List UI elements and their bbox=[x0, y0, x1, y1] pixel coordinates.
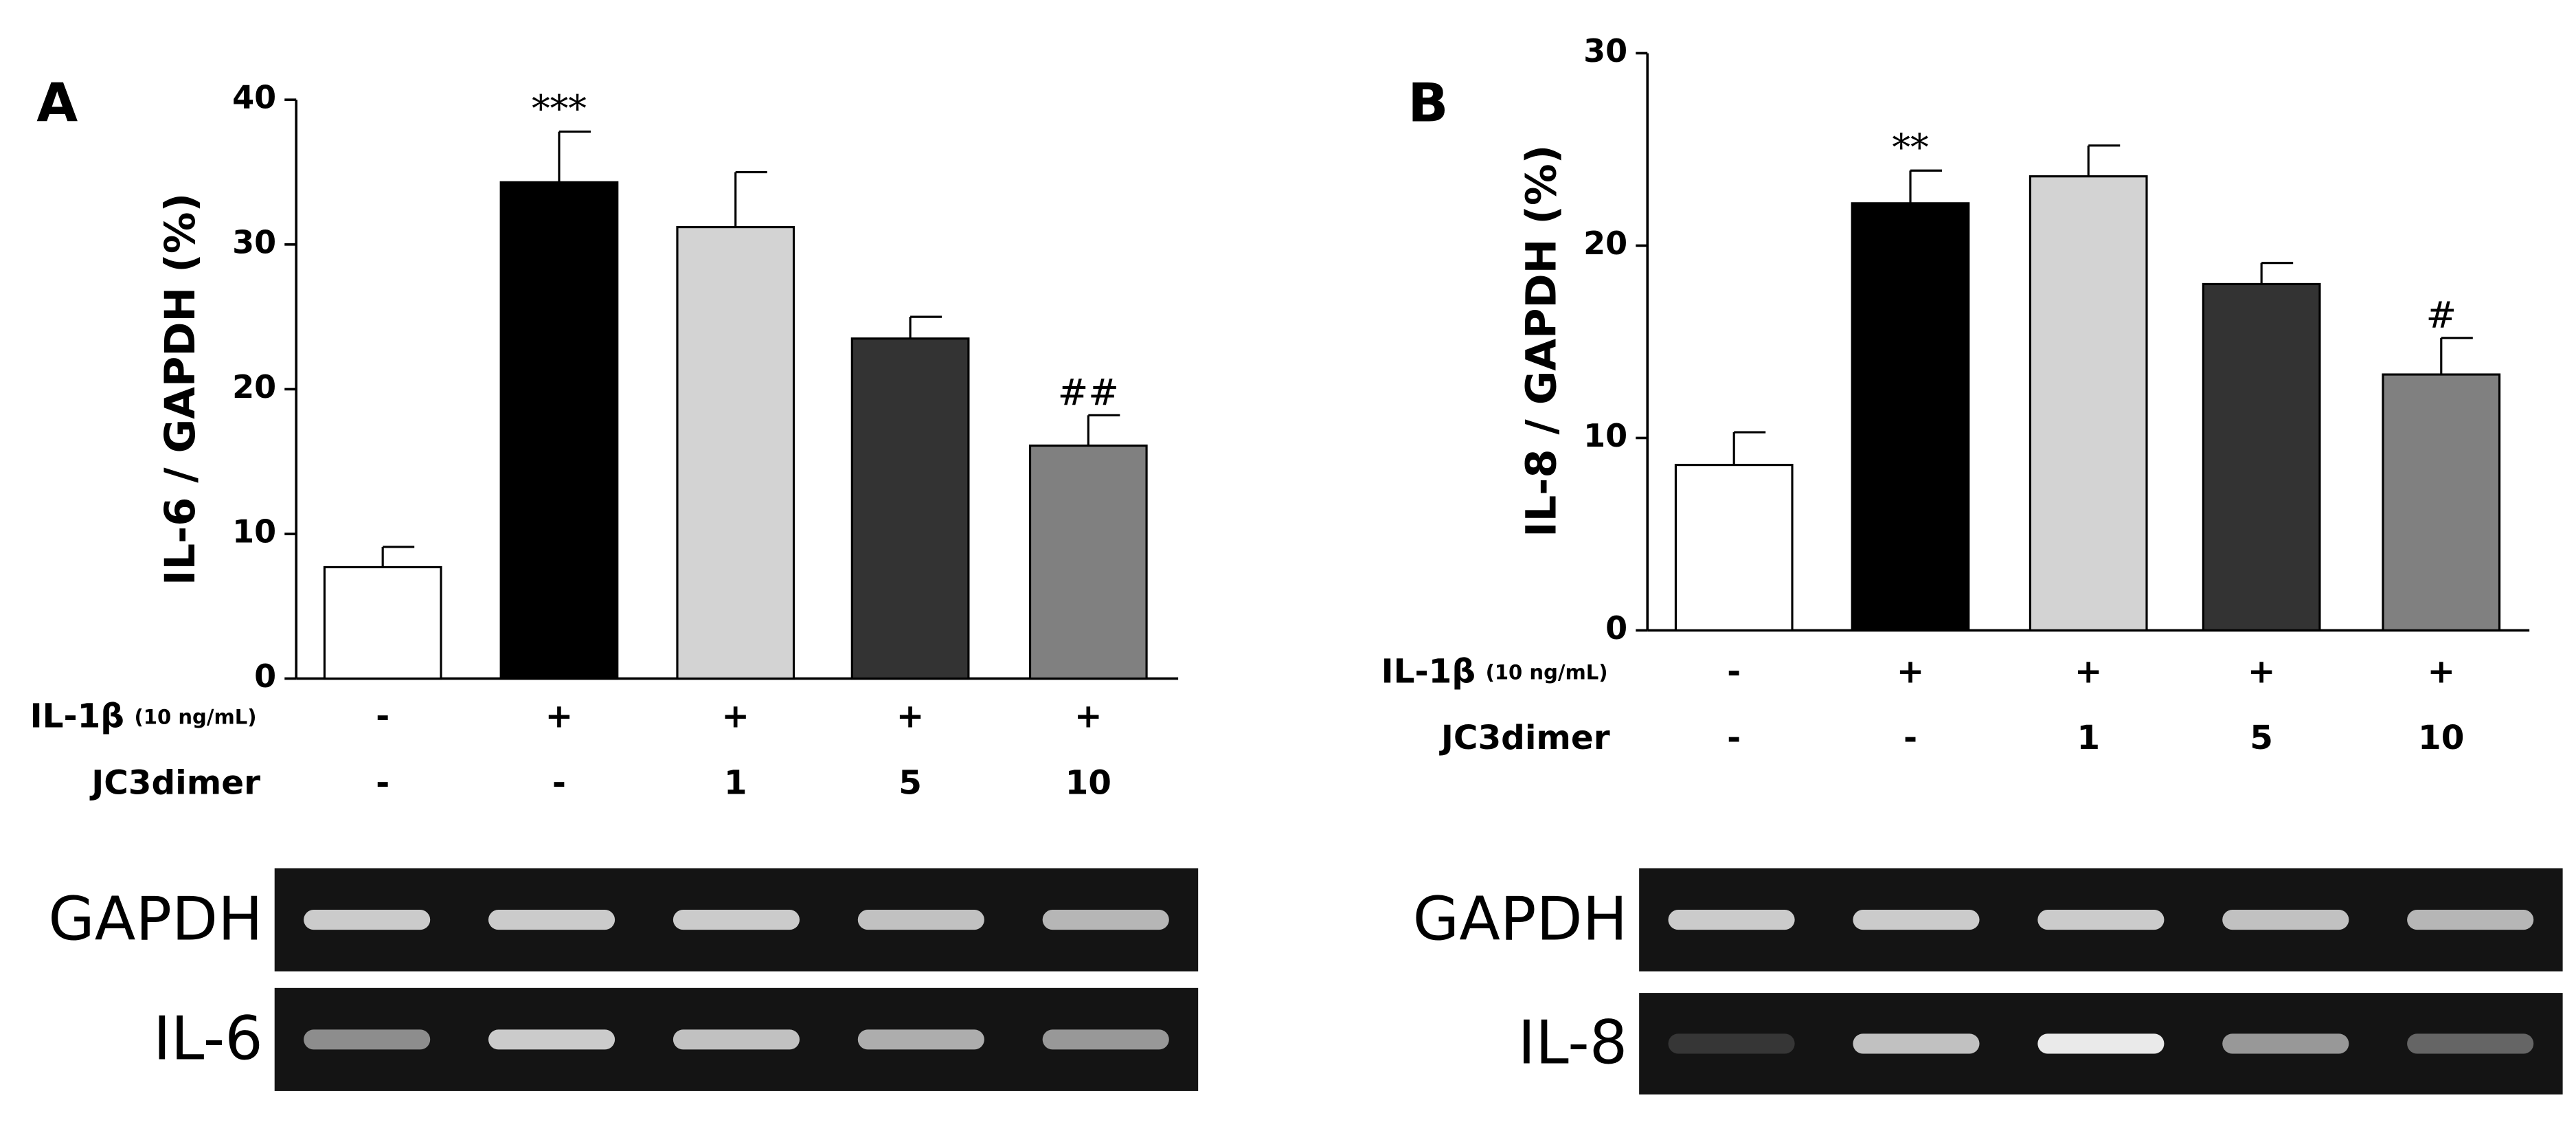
panel-letter: B bbox=[1408, 72, 1448, 134]
significance-mark: ## bbox=[1058, 371, 1119, 414]
gel-band bbox=[304, 910, 431, 930]
y-tick-label: 20 bbox=[1583, 225, 1627, 262]
treatment-value: - bbox=[376, 697, 389, 736]
treatment-value: - bbox=[1903, 719, 1917, 757]
gel-band bbox=[2037, 1033, 2165, 1054]
y-tick-label: 10 bbox=[232, 513, 276, 550]
treatment-label: JC3dimer bbox=[89, 764, 260, 803]
gel-band bbox=[304, 1029, 431, 1050]
treatment-value: + bbox=[545, 697, 574, 736]
gel-band bbox=[2407, 910, 2534, 930]
bar bbox=[1851, 202, 1970, 631]
significance-mark: # bbox=[2426, 294, 2456, 337]
treatment-value: 5 bbox=[899, 764, 922, 803]
treatment-label: IL-1β (10 ng/mL) bbox=[1381, 652, 1608, 691]
bar bbox=[676, 225, 795, 680]
gel-band bbox=[1668, 1033, 1795, 1054]
treatment-value: 5 bbox=[2250, 719, 2273, 757]
treatment-value: + bbox=[2248, 652, 2276, 691]
treatment-value: + bbox=[2075, 652, 2103, 691]
treatment-value: 1 bbox=[724, 764, 747, 803]
gel-band bbox=[673, 1029, 800, 1050]
gel-band bbox=[2222, 1033, 2349, 1054]
bar bbox=[850, 337, 970, 680]
y-axis-label: IL-8 / GAPDH (%) bbox=[1518, 145, 1566, 537]
gel-label: GAPDH bbox=[48, 884, 262, 954]
gel-band bbox=[488, 1029, 615, 1050]
treatment-value: + bbox=[2427, 652, 2455, 691]
gel-band bbox=[1668, 910, 1795, 930]
gel-label: GAPDH bbox=[1413, 884, 1627, 954]
treatment-name: IL-1β bbox=[30, 697, 124, 736]
treatment-value: + bbox=[896, 697, 925, 736]
bar bbox=[499, 181, 619, 680]
panel-letter: A bbox=[36, 72, 78, 134]
gel-band bbox=[1853, 1033, 1980, 1054]
treatment-value: + bbox=[721, 697, 749, 736]
treatment-unit: (10 ng/mL) bbox=[135, 706, 257, 729]
gel-band bbox=[1042, 1029, 1169, 1050]
treatment-value: - bbox=[552, 764, 566, 803]
treatment-value: - bbox=[1727, 719, 1741, 757]
y-tick-label: 20 bbox=[232, 368, 276, 405]
treatment-name: IL-1β bbox=[1381, 652, 1476, 691]
gel-band bbox=[673, 910, 800, 930]
gel-band bbox=[2037, 910, 2165, 930]
gel-label: IL-6 bbox=[153, 1004, 263, 1074]
gel-band bbox=[1042, 910, 1169, 930]
bar bbox=[1028, 444, 1148, 680]
y-axis-label: IL-6 / GAPDH (%) bbox=[157, 193, 205, 585]
bar bbox=[1674, 464, 1794, 631]
treatment-value: - bbox=[1727, 652, 1741, 691]
treatment-value: + bbox=[1897, 652, 1925, 691]
treatment-unit: (10 ng/mL) bbox=[1486, 660, 1608, 684]
y-tick-label: 40 bbox=[232, 79, 276, 116]
treatment-label: IL-1β (10 ng/mL) bbox=[30, 697, 257, 736]
gel-band bbox=[488, 910, 615, 930]
bar bbox=[323, 566, 442, 680]
gel-band bbox=[857, 910, 984, 930]
y-tick-label: 0 bbox=[254, 658, 276, 695]
bar bbox=[2202, 282, 2321, 631]
treatment-label: JC3dimer bbox=[1439, 719, 1610, 757]
treatment-value: + bbox=[1074, 697, 1103, 736]
treatment-name: JC3dimer bbox=[1439, 719, 1610, 757]
treatment-value: - bbox=[376, 764, 389, 803]
treatment-value: 10 bbox=[2418, 719, 2464, 757]
y-tick-label: 30 bbox=[1583, 32, 1627, 69]
gel-band bbox=[2222, 910, 2349, 930]
bar bbox=[2029, 175, 2148, 631]
gel-label: IL-8 bbox=[1517, 1008, 1627, 1078]
treatment-value: 10 bbox=[1065, 764, 1111, 803]
y-tick-label: 30 bbox=[232, 223, 276, 260]
gel-band bbox=[857, 1029, 984, 1050]
bar bbox=[2382, 373, 2501, 631]
significance-mark: *** bbox=[532, 88, 587, 131]
gel-band bbox=[2407, 1033, 2534, 1054]
significance-mark: ** bbox=[1892, 126, 1928, 169]
gel-band bbox=[1853, 910, 1980, 930]
treatment-value: 1 bbox=[2077, 719, 2100, 757]
y-tick-label: 0 bbox=[1605, 609, 1627, 647]
y-tick-label: 10 bbox=[1583, 417, 1627, 454]
treatment-name: JC3dimer bbox=[89, 764, 260, 803]
